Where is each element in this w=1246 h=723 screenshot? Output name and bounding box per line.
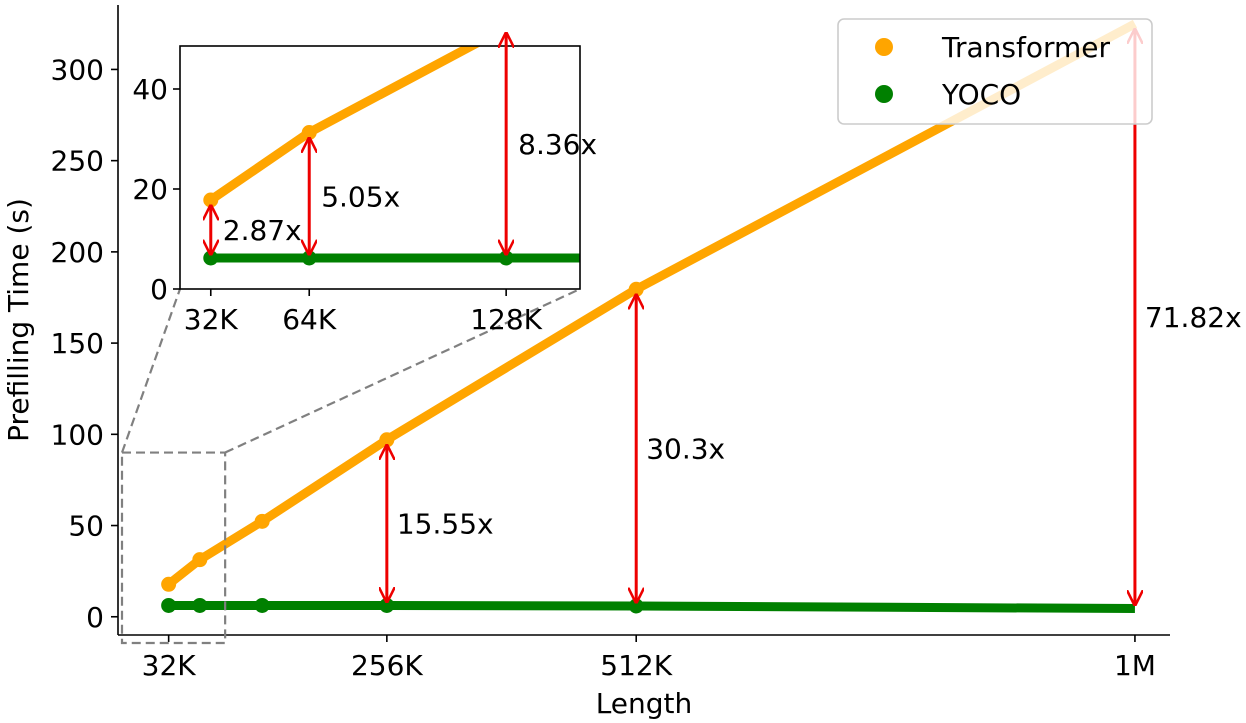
speedup-label: 30.3x xyxy=(646,433,725,466)
zoom-region-box xyxy=(120,451,227,645)
x-tick-label: 32K xyxy=(142,649,197,682)
y-tick-label: 300 xyxy=(51,53,104,86)
inset-line-transformer xyxy=(208,46,482,204)
main-point-yoco xyxy=(254,597,270,613)
y-tick-label: 200 xyxy=(51,236,104,269)
main-point-transformer xyxy=(192,552,208,568)
main-point-transformer xyxy=(379,432,395,448)
legend-marker-transformer xyxy=(875,38,893,56)
main-point-yoco xyxy=(192,597,208,613)
inset-speedup-label: 5.05x xyxy=(321,180,400,213)
zoom-box xyxy=(120,288,581,645)
y-tick-label: 250 xyxy=(51,145,104,178)
inset-point-transformer xyxy=(301,125,317,140)
legend-marker-yoco xyxy=(875,85,893,103)
legend: Transformer YOCO xyxy=(837,18,1153,125)
inset-x-tick-label: 128K xyxy=(470,303,542,336)
zoom-connector-right xyxy=(224,288,581,454)
inset-x-tick-label: 64K xyxy=(282,303,337,336)
main-line-yoco xyxy=(168,600,1135,614)
y-axis-label: Prefilling Time (s) xyxy=(2,198,35,442)
main-point-transformer xyxy=(254,513,270,529)
legend-entry-yoco: YOCO xyxy=(941,78,1021,111)
inset-point-transformer xyxy=(499,20,514,35)
inset-speedup-label: 8.36x xyxy=(518,128,597,161)
inset-y-tick-label: 0 xyxy=(150,273,168,306)
x-tick-label: 512K xyxy=(600,649,672,682)
inset-plot: 0 20 40 32K 64K 128K 2.87x 5.05x 8.36x xyxy=(132,11,597,336)
x-tick-label: 256K xyxy=(351,649,423,682)
y-tick-label: 150 xyxy=(51,327,104,360)
inset-y-tick-label: 40 xyxy=(132,73,168,106)
y-tick-label: 100 xyxy=(51,418,104,451)
x-tick-label: 1M xyxy=(1114,649,1156,682)
x-axis-label: Length xyxy=(596,687,693,720)
legend-box xyxy=(837,18,1153,125)
inset-speedup-label: 2.87x xyxy=(223,214,302,247)
main-point-transformer xyxy=(161,576,177,592)
legend-entry-transformer: Transformer xyxy=(941,31,1111,64)
main-point-yoco xyxy=(161,597,177,613)
inset-frame xyxy=(179,45,581,290)
inset-y-tick-label: 20 xyxy=(132,173,168,206)
y-tick-label: 0 xyxy=(86,601,104,634)
speedup-label: 15.55x xyxy=(397,508,494,541)
main-point-transformer xyxy=(628,281,644,297)
speedup-label: 71.82x xyxy=(1145,301,1242,334)
zoom-connector-left xyxy=(120,288,182,453)
inset-x-tick-label: 32K xyxy=(184,303,239,336)
inset-background xyxy=(180,46,580,289)
inset-point-transformer xyxy=(203,192,219,208)
y-tick-label: 50 xyxy=(68,510,104,543)
